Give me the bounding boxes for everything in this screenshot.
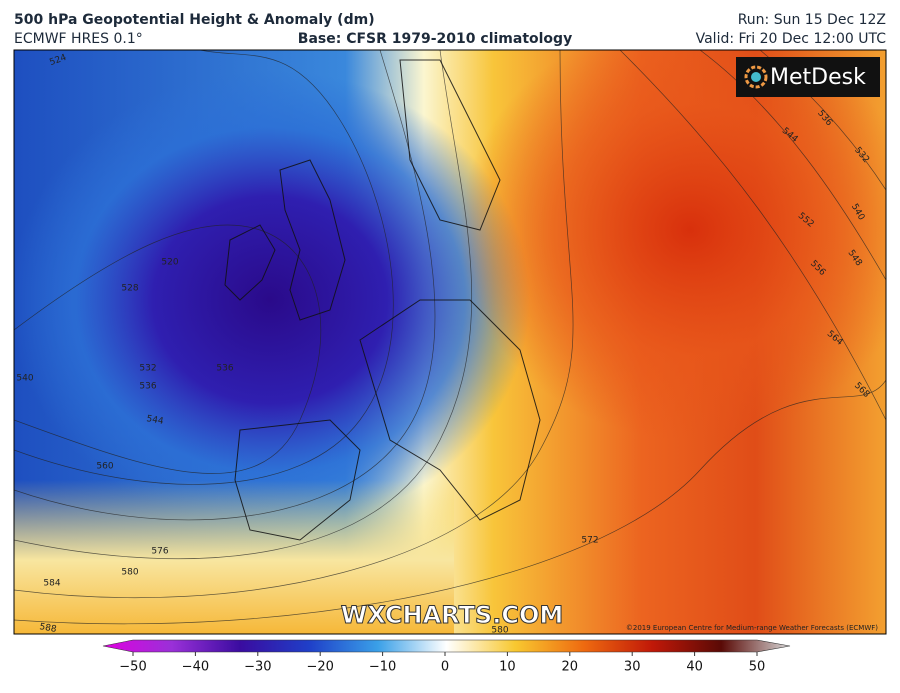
model: ECMWF HRES 0.1° <box>14 31 143 47</box>
contour-label: 536 <box>139 382 156 392</box>
colorbar-label: 0 <box>441 660 449 675</box>
colorbar-label: −30 <box>244 660 271 675</box>
colorbar <box>102 639 791 653</box>
colorbar-label: −40 <box>182 660 209 675</box>
contour-label: 532 <box>139 364 156 374</box>
contour-label: 588 <box>39 622 58 635</box>
contour-label: 576 <box>151 547 168 557</box>
colorbar-label: −10 <box>369 660 396 675</box>
colorbar-label: 40 <box>686 660 703 675</box>
map: 5245405445605765805845885205285325365365… <box>14 50 886 636</box>
contour-label: 544 <box>146 414 165 427</box>
colorbar-label: 20 <box>562 660 579 675</box>
colorbar-label: 50 <box>749 660 766 675</box>
contour-label: 580 <box>121 568 138 578</box>
contour-label: 584 <box>43 579 60 589</box>
contour-label: 572 <box>581 536 598 546</box>
contour-label: 580 <box>491 626 508 636</box>
copyright: ©2019 European Centre for Medium-range W… <box>626 624 878 632</box>
title: 500 hPa Geopotential Height & Anomaly (d… <box>14 12 375 28</box>
contour-label: 560 <box>96 462 113 472</box>
contour-label: 536 <box>216 364 233 374</box>
valid: Valid: Fri 20 Dec 12:00 UTC <box>696 31 887 47</box>
contour-label: 540 <box>16 374 33 384</box>
colorbar-label: −50 <box>119 660 146 675</box>
logo-icon <box>744 65 768 89</box>
map-frame <box>13 49 887 635</box>
run: Run: Sun 15 Dec 12Z <box>738 12 886 28</box>
base: Base: CFSR 1979-2010 climatology <box>298 31 572 47</box>
colorbar-label: 10 <box>499 660 516 675</box>
colorbar-label: 30 <box>624 660 641 675</box>
contour-label: 520 <box>161 258 178 268</box>
colorbar-label: −20 <box>306 660 333 675</box>
contour-label: 528 <box>121 284 138 294</box>
logo-text: MetDesk <box>770 65 866 90</box>
watermark: WXCHARTS.COM <box>341 601 563 629</box>
